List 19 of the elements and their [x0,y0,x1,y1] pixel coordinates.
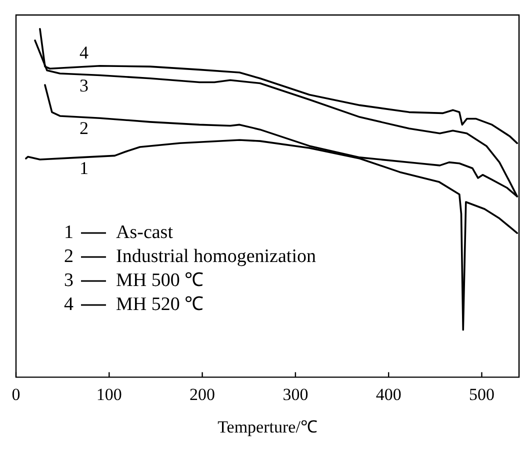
legend-label: MH 500 ℃ [116,270,204,291]
annotation: 1 [80,158,88,178]
x-tick-label: 300 [282,384,308,404]
text: 4 [64,294,74,315]
x-tick-label: 100 [96,384,122,404]
annotation: 3 [80,75,88,96]
text: 1 [64,222,74,243]
x-tick-label: 0 [12,384,20,404]
x-tick-label: 500 [468,384,494,404]
annotation: 4 [80,42,88,62]
text: 2 [64,246,74,267]
x-axis-title: Temperture/℃ [218,417,318,436]
x-tick-label: 200 [190,384,216,404]
x-tick-label: 400 [376,384,402,404]
annotation: 2 [80,118,88,138]
text: 3 [64,270,74,291]
legend-label: Industrial homogenization [116,246,316,267]
legend-label: As-cast [116,222,174,243]
legend-label: MH 520 ℃ [116,294,204,315]
